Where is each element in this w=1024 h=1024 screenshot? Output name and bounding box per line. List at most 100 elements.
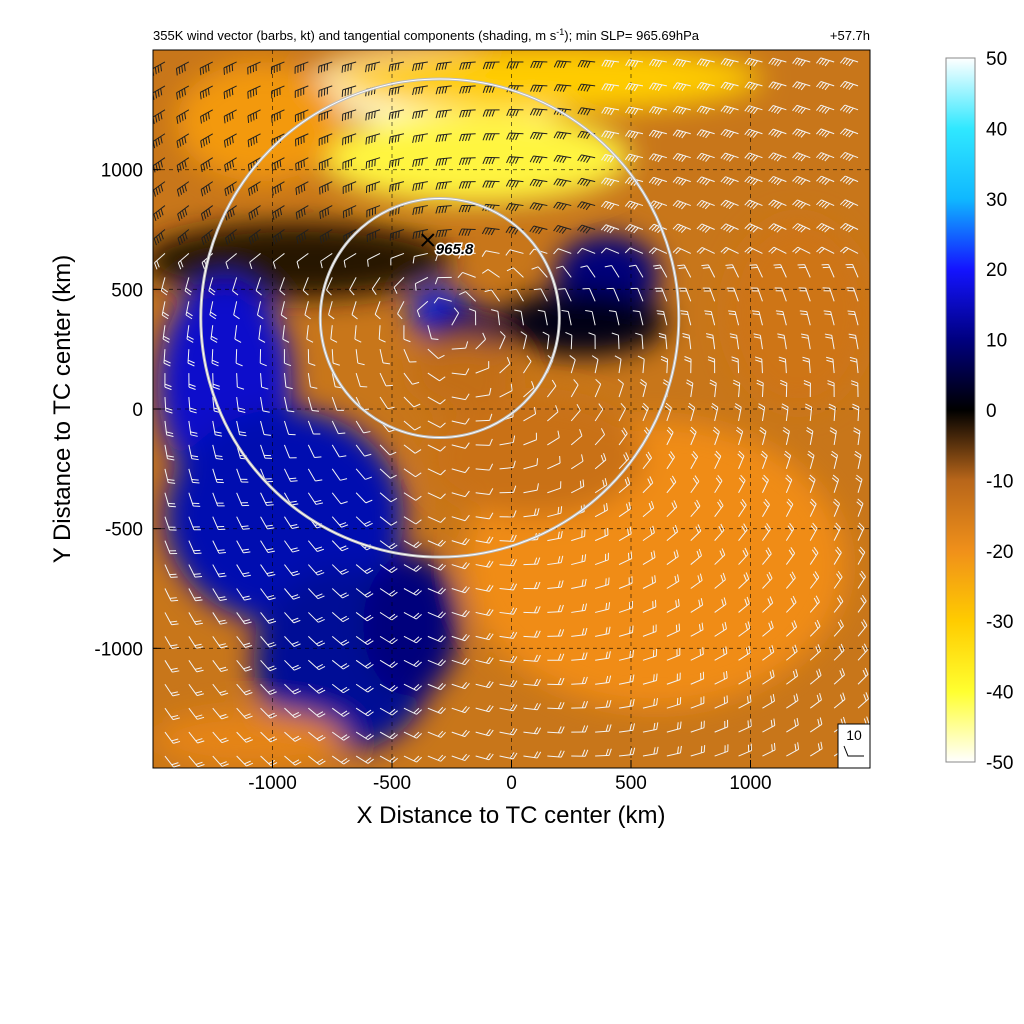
- barb-shaft: [260, 588, 270, 601]
- barb-flag: [290, 547, 298, 551]
- wind-barb: [236, 564, 251, 578]
- barb-shaft: [212, 492, 219, 507]
- wind-barb: [318, 85, 333, 98]
- wind-barb: [427, 396, 446, 405]
- wind-barb: [319, 181, 333, 195]
- barb-flag: [416, 756, 422, 763]
- barb-flag: [435, 63, 439, 71]
- barb-flag: [308, 362, 316, 366]
- barb-shaft: [296, 229, 309, 238]
- barb-shaft: [379, 707, 393, 716]
- y-axis-label: Y Distance to TC center (km): [49, 255, 76, 564]
- barb-shaft: [390, 181, 405, 186]
- wind-barb: [284, 612, 301, 624]
- wind-barb: [342, 205, 357, 219]
- reference-barb-label: 10: [846, 727, 862, 743]
- barb-flag: [365, 499, 373, 504]
- wind-barb: [212, 564, 227, 578]
- barb-flag: [306, 338, 314, 343]
- barb-flag: [158, 210, 162, 218]
- barb-flag: [679, 721, 682, 729]
- barb-flag: [161, 290, 168, 296]
- barb-flag: [216, 458, 224, 460]
- barb-shaft: [414, 252, 428, 257]
- barb-flag: [244, 760, 251, 765]
- barb-flag: [489, 536, 494, 544]
- barb-shaft: [343, 229, 357, 237]
- barb-flag: [297, 162, 300, 170]
- barb-flag: [319, 236, 322, 244]
- barb-flag: [344, 89, 347, 97]
- barb-flag: [154, 67, 157, 75]
- barb-shaft: [366, 61, 381, 66]
- barb-shaft: [164, 612, 173, 625]
- barb-flag: [243, 713, 251, 717]
- wind-barb: [403, 468, 422, 478]
- barb-flag: [488, 561, 494, 568]
- barb-shaft: [461, 251, 476, 254]
- barb-flag: [217, 572, 226, 575]
- barb-flag: [165, 407, 173, 411]
- barb-flag: [437, 730, 444, 737]
- barb-flag: [725, 264, 733, 266]
- barb-shaft: [366, 157, 381, 163]
- barb-shaft: [284, 636, 295, 647]
- barb-flag: [444, 158, 448, 166]
- barb-shaft: [499, 755, 514, 760]
- barb-shaft: [188, 420, 192, 435]
- barb-shaft: [247, 133, 261, 141]
- barb-flag: [461, 228, 466, 236]
- barb-shaft: [308, 707, 320, 718]
- barb-shaft: [164, 755, 174, 768]
- barb-flag: [482, 332, 487, 340]
- wind-barb: [326, 277, 333, 296]
- barb-flag: [461, 205, 466, 213]
- barb-shaft: [295, 181, 309, 189]
- barb-flag: [207, 112, 210, 120]
- barb-flag: [509, 728, 515, 735]
- barb-shaft: [475, 394, 490, 398]
- barb-flag: [343, 235, 345, 243]
- wind-barb: [414, 276, 429, 291]
- wind-barb: [451, 490, 470, 498]
- barb-shaft: [379, 540, 392, 550]
- barb-flag: [242, 572, 250, 575]
- barb-flag: [509, 703, 515, 711]
- barb-shaft: [318, 109, 333, 116]
- wind-barb: [284, 516, 299, 529]
- barb-flag: [464, 205, 469, 213]
- wind-barb: [271, 109, 285, 123]
- barb-flag: [160, 232, 164, 240]
- wind-barb: [451, 393, 470, 401]
- barb-flag: [412, 135, 415, 144]
- barb-shaft: [164, 492, 170, 507]
- barb-flag: [173, 740, 181, 744]
- barb-flag: [435, 87, 439, 95]
- barb-flag: [241, 525, 249, 528]
- wind-barb: [427, 325, 439, 340]
- barb-shaft: [188, 660, 198, 673]
- barb-flag: [513, 485, 517, 493]
- wind-barb: [272, 205, 285, 220]
- barb-flag: [276, 161, 279, 169]
- barb-shaft: [342, 85, 357, 91]
- barb-flag: [316, 640, 323, 645]
- barb-shaft: [272, 229, 285, 238]
- barb-flag: [510, 583, 515, 590]
- wind-barb: [153, 85, 166, 100]
- barb-flag: [203, 187, 206, 195]
- barb-shaft: [451, 347, 466, 350]
- wind-barb: [331, 420, 346, 435]
- wind-barb: [427, 611, 446, 619]
- wind-barb: [341, 61, 357, 73]
- barb-flag: [195, 738, 203, 742]
- barb-shaft: [403, 635, 417, 644]
- barb-flag: [176, 165, 180, 173]
- barb-flag: [253, 185, 256, 193]
- wind-barb: [458, 228, 476, 236]
- barb-shaft: [475, 492, 490, 496]
- barb-shaft: [236, 636, 246, 648]
- barb-flag: [468, 86, 472, 94]
- barb-flag: [389, 661, 396, 667]
- barb-flag: [253, 209, 256, 217]
